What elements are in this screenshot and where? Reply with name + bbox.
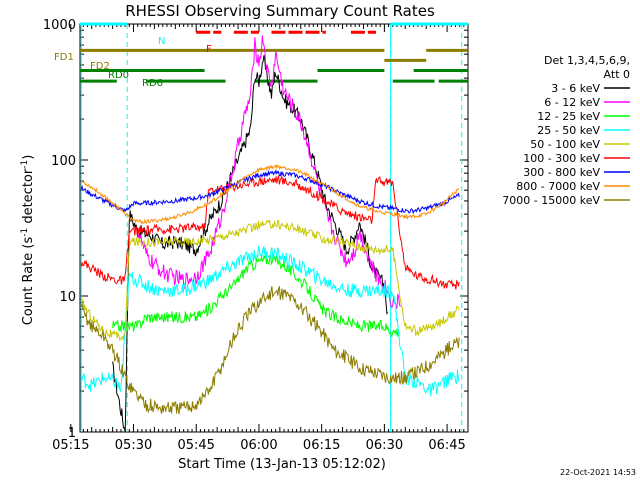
series-line (81, 219, 460, 341)
y-tick-label: 10 (59, 290, 76, 305)
y-axis-label: Count Rate (s-1 detector-1) (20, 155, 36, 326)
y-tick-label: 1000 (43, 18, 76, 33)
y-tick-label: 1 (68, 426, 76, 441)
flag-label-f: F (206, 44, 212, 55)
legend-entry-label: 25 - 50 keV (537, 124, 600, 137)
flag-label-rd6: RD6 (142, 78, 163, 89)
x-tick-label: 06:15 (303, 438, 340, 453)
chart-title: RHESSI Observing Summary Count Rates (125, 2, 435, 20)
legend-header-line1: Det 1,3,4,5,6,9, (544, 54, 630, 67)
flag-label-n: N (158, 36, 165, 47)
y-tick-label: 100 (51, 154, 76, 169)
legend-entry-label: 7000 - 15000 keV (502, 194, 600, 207)
x-tick-label: 06:45 (428, 438, 465, 453)
legend-header-line2: Att 0 (604, 68, 630, 81)
x-tick-label: 05:15 (52, 438, 89, 453)
series-line (81, 164, 460, 225)
x-axis-label: Start Time (13-Jan-13 05:12:02) (178, 457, 386, 472)
x-tick-label: 06:30 (366, 438, 403, 453)
series-line (112, 253, 401, 338)
series-line (80, 286, 460, 415)
flag-label-rd0: RD0 (108, 70, 129, 81)
legend-entry-label: 6 - 12 keV (544, 96, 600, 109)
x-tick-label: 06:00 (240, 438, 277, 453)
series-line (80, 174, 460, 290)
legend-entry-label: 100 - 300 keV (523, 152, 600, 165)
flag-label-fd1: FD1 (54, 52, 74, 63)
series-line (80, 245, 460, 397)
x-tick-label: 05:45 (177, 438, 214, 453)
series-line (80, 169, 460, 215)
footer-date: 22-Oct-2021 14:53 (560, 468, 636, 477)
legend-entry-label: 12 - 25 keV (537, 110, 600, 123)
series-group (80, 35, 460, 432)
legend-entry-label: 50 - 100 keV (530, 138, 600, 151)
flag-label-fd2: FD2 (90, 61, 110, 72)
legend-entry-label: 300 - 800 keV (523, 166, 600, 179)
legend-entry-label: 3 - 6 keV (551, 82, 600, 95)
plot-area: 1 10 100 1000 05:15 05:30 05:45 06:00 06:15 06:30… (43, 18, 469, 453)
legend-entry-label: 800 - 7000 keV (516, 180, 600, 193)
plot-frame (79, 23, 469, 433)
x-tick-label: 05:30 (115, 438, 152, 453)
